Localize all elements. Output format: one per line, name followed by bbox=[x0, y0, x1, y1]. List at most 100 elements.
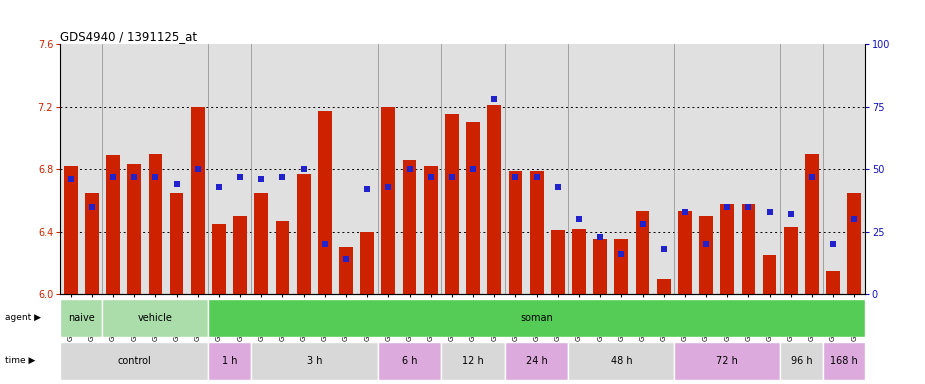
Point bbox=[741, 204, 756, 210]
Text: GDS4940 / 1391125_at: GDS4940 / 1391125_at bbox=[60, 30, 197, 43]
Bar bbox=[128, 164, 142, 294]
Point bbox=[783, 211, 798, 217]
Bar bbox=[551, 230, 564, 294]
Bar bbox=[251, 341, 377, 380]
Bar bbox=[780, 341, 822, 380]
Text: time ▶: time ▶ bbox=[5, 356, 35, 365]
Bar bbox=[568, 341, 674, 380]
Point bbox=[148, 174, 163, 180]
Text: agent ▶: agent ▶ bbox=[5, 313, 41, 322]
Point bbox=[635, 221, 650, 227]
Point bbox=[572, 216, 586, 222]
Bar bbox=[783, 227, 797, 294]
Bar bbox=[721, 204, 734, 294]
Bar bbox=[805, 154, 819, 294]
Text: 24 h: 24 h bbox=[525, 356, 548, 366]
Bar bbox=[191, 107, 204, 294]
Point bbox=[233, 174, 248, 180]
Bar bbox=[60, 341, 208, 380]
Text: 168 h: 168 h bbox=[830, 356, 857, 366]
Bar bbox=[402, 160, 416, 294]
Bar bbox=[763, 255, 776, 294]
Point bbox=[720, 204, 734, 210]
Text: 48 h: 48 h bbox=[610, 356, 632, 366]
Bar bbox=[466, 122, 480, 294]
Bar bbox=[254, 193, 268, 294]
Point bbox=[805, 174, 820, 180]
Bar bbox=[208, 298, 865, 337]
Bar bbox=[64, 166, 78, 294]
Text: 6 h: 6 h bbox=[401, 356, 417, 366]
Text: 96 h: 96 h bbox=[791, 356, 812, 366]
Point bbox=[424, 174, 438, 180]
Bar bbox=[635, 211, 649, 294]
Point bbox=[529, 174, 544, 180]
Bar bbox=[505, 341, 568, 380]
Bar bbox=[149, 154, 162, 294]
Bar bbox=[318, 111, 332, 294]
Bar bbox=[85, 193, 99, 294]
Bar bbox=[678, 211, 692, 294]
Text: soman: soman bbox=[520, 313, 553, 323]
Point bbox=[317, 241, 332, 247]
Point bbox=[826, 241, 841, 247]
Text: 3 h: 3 h bbox=[306, 356, 322, 366]
Point bbox=[381, 184, 396, 190]
Point bbox=[296, 166, 311, 172]
Point bbox=[677, 209, 692, 215]
Point bbox=[169, 181, 184, 187]
Point bbox=[550, 184, 565, 190]
Point bbox=[465, 166, 480, 172]
Bar bbox=[742, 204, 756, 294]
Point bbox=[63, 176, 78, 182]
Point bbox=[762, 209, 777, 215]
Point bbox=[593, 233, 608, 240]
Point bbox=[127, 174, 142, 180]
Bar bbox=[103, 298, 208, 337]
Bar bbox=[572, 228, 586, 294]
Bar bbox=[487, 105, 501, 294]
Point bbox=[508, 174, 523, 180]
Point bbox=[212, 184, 227, 190]
Bar bbox=[377, 341, 441, 380]
Bar bbox=[847, 193, 861, 294]
Text: 1 h: 1 h bbox=[222, 356, 238, 366]
Bar bbox=[106, 155, 120, 294]
Point bbox=[698, 241, 713, 247]
Bar bbox=[233, 216, 247, 294]
Point bbox=[445, 174, 460, 180]
Bar bbox=[212, 224, 226, 294]
Bar bbox=[445, 114, 459, 294]
Bar bbox=[60, 298, 103, 337]
Bar bbox=[699, 216, 713, 294]
Point bbox=[191, 166, 205, 172]
Bar bbox=[381, 107, 395, 294]
Bar bbox=[441, 341, 505, 380]
Bar bbox=[822, 341, 865, 380]
Text: 12 h: 12 h bbox=[462, 356, 484, 366]
Bar bbox=[614, 240, 628, 294]
Point bbox=[253, 176, 269, 182]
Bar bbox=[208, 341, 251, 380]
Bar bbox=[424, 166, 438, 294]
Text: naive: naive bbox=[68, 313, 94, 323]
Bar bbox=[297, 174, 311, 294]
Point bbox=[847, 216, 862, 222]
Text: 72 h: 72 h bbox=[716, 356, 738, 366]
Bar bbox=[674, 341, 780, 380]
Bar bbox=[826, 271, 840, 294]
Bar bbox=[530, 171, 544, 294]
Point bbox=[402, 166, 417, 172]
Point bbox=[105, 174, 120, 180]
Point bbox=[339, 256, 353, 262]
Point bbox=[275, 174, 290, 180]
Bar bbox=[509, 171, 523, 294]
Text: control: control bbox=[117, 356, 151, 366]
Bar bbox=[169, 193, 183, 294]
Bar bbox=[339, 247, 353, 294]
Bar bbox=[593, 240, 607, 294]
Point bbox=[487, 96, 501, 102]
Point bbox=[84, 204, 99, 210]
Point bbox=[656, 246, 671, 252]
Text: vehicle: vehicle bbox=[138, 313, 173, 323]
